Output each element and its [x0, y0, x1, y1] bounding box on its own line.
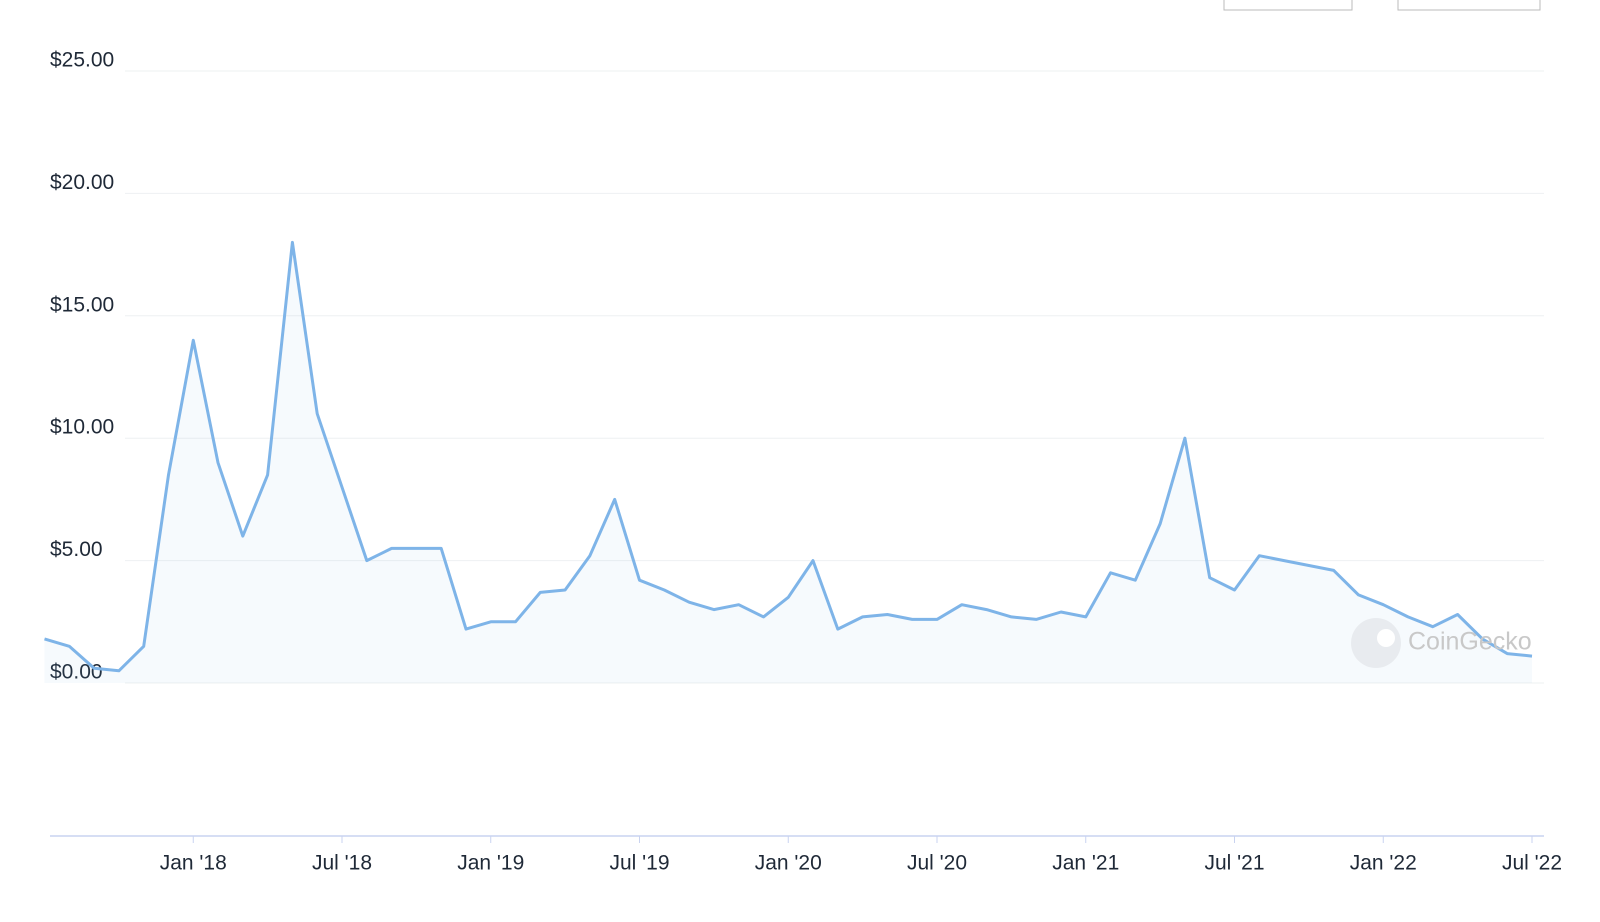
- y-tick-label: $15.00: [50, 293, 114, 316]
- y-tick-label: $20.00: [50, 171, 114, 194]
- x-tick-label: Jan '22: [1350, 852, 1417, 875]
- x-tick-label: Jan '20: [755, 852, 822, 875]
- start-date-input[interactable]: [1223, 0, 1353, 11]
- end-date-input[interactable]: [1397, 0, 1541, 11]
- x-tick-label: Jul '18: [312, 852, 372, 875]
- plot: $0.00 $5.00 $10.00 $15.00 $20.00 $25.00 Jan '1…: [44, 49, 1562, 875]
- x-tick-label: Jan '19: [457, 852, 524, 875]
- y-tick-label: $10.00: [50, 416, 114, 439]
- y-tick-label: $0.00: [50, 661, 103, 684]
- x-tick-label: Jan '21: [1052, 852, 1119, 875]
- y-tick-label: $25.00: [50, 49, 114, 72]
- y-tick-label: $5.00: [50, 538, 103, 561]
- x-tick-label: Jul '19: [609, 852, 669, 875]
- x-tick-label: Jan '18: [160, 852, 227, 875]
- x-tick-label: Jul '21: [1204, 852, 1264, 875]
- area: [44, 242, 1532, 683]
- watermark-text: CoinGecko: [1408, 628, 1532, 656]
- price-line: [44, 240, 1533, 673]
- x-tick-label: Jul '20: [907, 852, 967, 875]
- watermark: CoinGecko: [1351, 618, 1532, 668]
- x-tick-label: Jul '22: [1502, 852, 1562, 875]
